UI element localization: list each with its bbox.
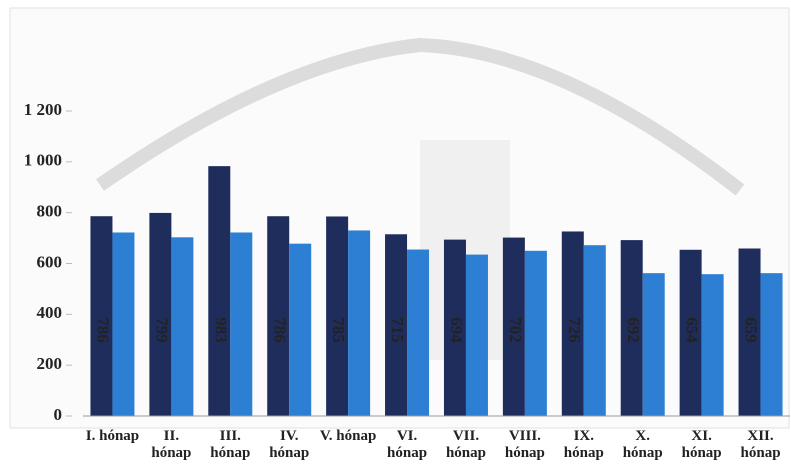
x-tick-label: XII. hónap xyxy=(740,428,781,461)
x-tick-label: VI. hónap xyxy=(387,428,428,461)
x-tick-label: VIII. hónap xyxy=(504,428,545,461)
value-label: 654 xyxy=(683,317,702,343)
bar xyxy=(208,166,231,416)
bar xyxy=(620,240,643,416)
bar xyxy=(149,212,172,416)
value-label: 702 xyxy=(506,317,525,343)
bar xyxy=(502,237,525,416)
value-label: 799 xyxy=(152,317,171,343)
y-tick-label: 1 200 xyxy=(24,100,62,119)
bar xyxy=(348,230,371,416)
value-label: 786 xyxy=(270,317,289,343)
value-label: 983 xyxy=(211,317,230,343)
bar xyxy=(760,273,783,416)
y-tick-label: 400 xyxy=(37,303,63,322)
bar xyxy=(171,237,194,416)
bar xyxy=(701,274,724,416)
y-tick-label: 200 xyxy=(37,354,63,373)
bar xyxy=(90,216,113,416)
value-label: 659 xyxy=(742,317,761,343)
x-tick-label: IX. hónap xyxy=(563,428,604,461)
bar xyxy=(112,232,135,416)
value-label: 786 xyxy=(94,317,113,343)
bar xyxy=(267,216,290,416)
x-tick-label: XI. hónap xyxy=(681,428,722,461)
background-building xyxy=(96,37,745,196)
bar xyxy=(524,250,547,416)
x-tick-label: I. hónap xyxy=(85,428,140,444)
bar xyxy=(230,232,253,416)
bar xyxy=(407,249,430,416)
value-label: 726 xyxy=(565,317,584,343)
bar xyxy=(385,234,408,416)
bar xyxy=(443,239,466,416)
x-tick-label: IV. hónap xyxy=(269,428,310,461)
bar xyxy=(583,245,606,416)
value-label: 692 xyxy=(624,317,643,343)
bar xyxy=(465,254,488,416)
y-tick-label: 1 000 xyxy=(24,151,62,170)
y-tick-label: 600 xyxy=(37,252,63,271)
bar xyxy=(326,216,349,416)
x-tick-label: III. hónap xyxy=(210,428,251,461)
value-label: 715 xyxy=(388,317,407,343)
x-tick-label: X. hónap xyxy=(622,428,663,461)
bar xyxy=(289,243,312,416)
y-tick-label: 800 xyxy=(37,202,63,221)
bar xyxy=(738,248,761,416)
x-tick-label: V. hónap xyxy=(319,428,377,444)
y-tick-label: 0 xyxy=(54,405,63,424)
bar xyxy=(561,231,584,416)
value-label: 694 xyxy=(447,317,466,343)
x-tick-label: VII. hónap xyxy=(445,428,486,461)
value-label: 785 xyxy=(329,317,348,343)
bar xyxy=(679,249,702,416)
bar xyxy=(642,273,665,416)
x-tick-label: II. hónap xyxy=(151,428,192,461)
